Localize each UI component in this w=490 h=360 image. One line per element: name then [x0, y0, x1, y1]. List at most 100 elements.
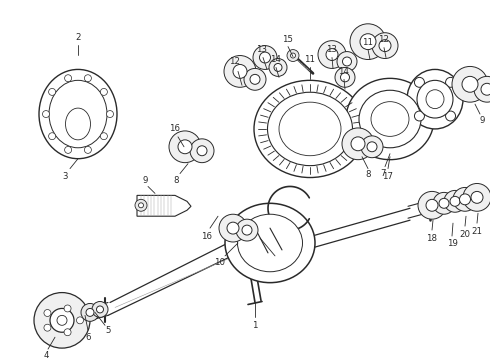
Circle shape — [250, 75, 260, 84]
Text: 13: 13 — [326, 45, 338, 54]
Circle shape — [139, 203, 144, 208]
Circle shape — [462, 76, 478, 92]
Text: 12: 12 — [378, 35, 390, 44]
Circle shape — [337, 51, 357, 71]
Text: 9: 9 — [479, 117, 485, 126]
Circle shape — [100, 89, 107, 95]
Circle shape — [81, 303, 99, 321]
Text: 14: 14 — [339, 67, 349, 76]
Circle shape — [418, 192, 446, 219]
Circle shape — [474, 76, 490, 102]
Circle shape — [34, 293, 90, 348]
Circle shape — [178, 140, 192, 154]
Text: 3: 3 — [62, 172, 68, 181]
Text: 8: 8 — [173, 176, 179, 185]
Circle shape — [92, 302, 108, 318]
Circle shape — [244, 68, 266, 90]
Ellipse shape — [371, 102, 409, 136]
Circle shape — [415, 111, 424, 121]
Ellipse shape — [346, 78, 434, 160]
Circle shape — [326, 49, 338, 60]
Circle shape — [224, 55, 256, 87]
Text: 18: 18 — [426, 234, 438, 243]
Text: 16: 16 — [201, 231, 213, 240]
Circle shape — [49, 89, 55, 95]
Text: 17: 17 — [383, 172, 393, 181]
Circle shape — [84, 147, 92, 153]
Circle shape — [44, 310, 51, 316]
Circle shape — [335, 67, 355, 87]
Circle shape — [274, 63, 282, 71]
Text: 12: 12 — [229, 57, 241, 66]
Ellipse shape — [49, 80, 107, 148]
Ellipse shape — [426, 90, 444, 109]
Circle shape — [97, 306, 103, 313]
Text: 9: 9 — [142, 176, 147, 185]
Circle shape — [471, 192, 483, 203]
Circle shape — [445, 77, 456, 87]
Circle shape — [227, 222, 239, 234]
Circle shape — [341, 73, 349, 82]
Circle shape — [233, 64, 247, 78]
Circle shape — [57, 315, 67, 325]
Circle shape — [50, 309, 74, 332]
Circle shape — [343, 57, 351, 66]
Circle shape — [269, 59, 287, 76]
Circle shape — [197, 146, 207, 156]
Circle shape — [84, 75, 92, 82]
Circle shape — [379, 40, 391, 51]
Circle shape — [453, 188, 477, 211]
Circle shape — [367, 142, 377, 152]
Circle shape — [242, 225, 252, 235]
Text: 6: 6 — [85, 333, 91, 342]
Text: 5: 5 — [105, 326, 111, 335]
Circle shape — [86, 309, 94, 316]
Circle shape — [49, 133, 55, 140]
Circle shape — [452, 67, 488, 102]
Circle shape — [169, 131, 201, 163]
Circle shape — [415, 77, 424, 87]
Circle shape — [444, 190, 466, 212]
Text: 11: 11 — [304, 55, 316, 64]
Text: 15: 15 — [283, 35, 294, 44]
Ellipse shape — [225, 203, 315, 283]
Text: 16: 16 — [170, 125, 180, 134]
Circle shape — [445, 111, 456, 121]
Circle shape — [253, 46, 277, 69]
Circle shape — [190, 139, 214, 163]
Circle shape — [287, 50, 299, 62]
Text: 1: 1 — [252, 321, 258, 330]
Ellipse shape — [254, 80, 366, 177]
Text: 13: 13 — [256, 45, 268, 54]
Polygon shape — [137, 195, 191, 216]
Ellipse shape — [238, 214, 302, 272]
Text: 21: 21 — [471, 226, 483, 235]
Text: 4: 4 — [43, 351, 49, 360]
Circle shape — [360, 34, 376, 50]
Ellipse shape — [66, 108, 91, 140]
Circle shape — [433, 192, 455, 214]
Circle shape — [76, 317, 83, 324]
Circle shape — [351, 137, 365, 151]
Circle shape — [450, 196, 460, 206]
Circle shape — [219, 214, 247, 242]
Circle shape — [65, 75, 72, 82]
Circle shape — [463, 184, 490, 211]
Circle shape — [260, 52, 270, 63]
Ellipse shape — [279, 102, 341, 156]
Circle shape — [481, 83, 490, 95]
Circle shape — [439, 198, 449, 208]
Text: 20: 20 — [460, 230, 470, 239]
Circle shape — [43, 111, 49, 117]
Circle shape — [44, 324, 51, 331]
Circle shape — [426, 199, 438, 211]
Circle shape — [460, 194, 470, 205]
Circle shape — [64, 329, 71, 336]
Text: 10: 10 — [215, 258, 225, 267]
Circle shape — [236, 219, 258, 241]
Ellipse shape — [39, 69, 117, 159]
Ellipse shape — [407, 69, 463, 129]
Ellipse shape — [417, 80, 453, 118]
Circle shape — [350, 24, 386, 59]
Circle shape — [100, 133, 107, 140]
